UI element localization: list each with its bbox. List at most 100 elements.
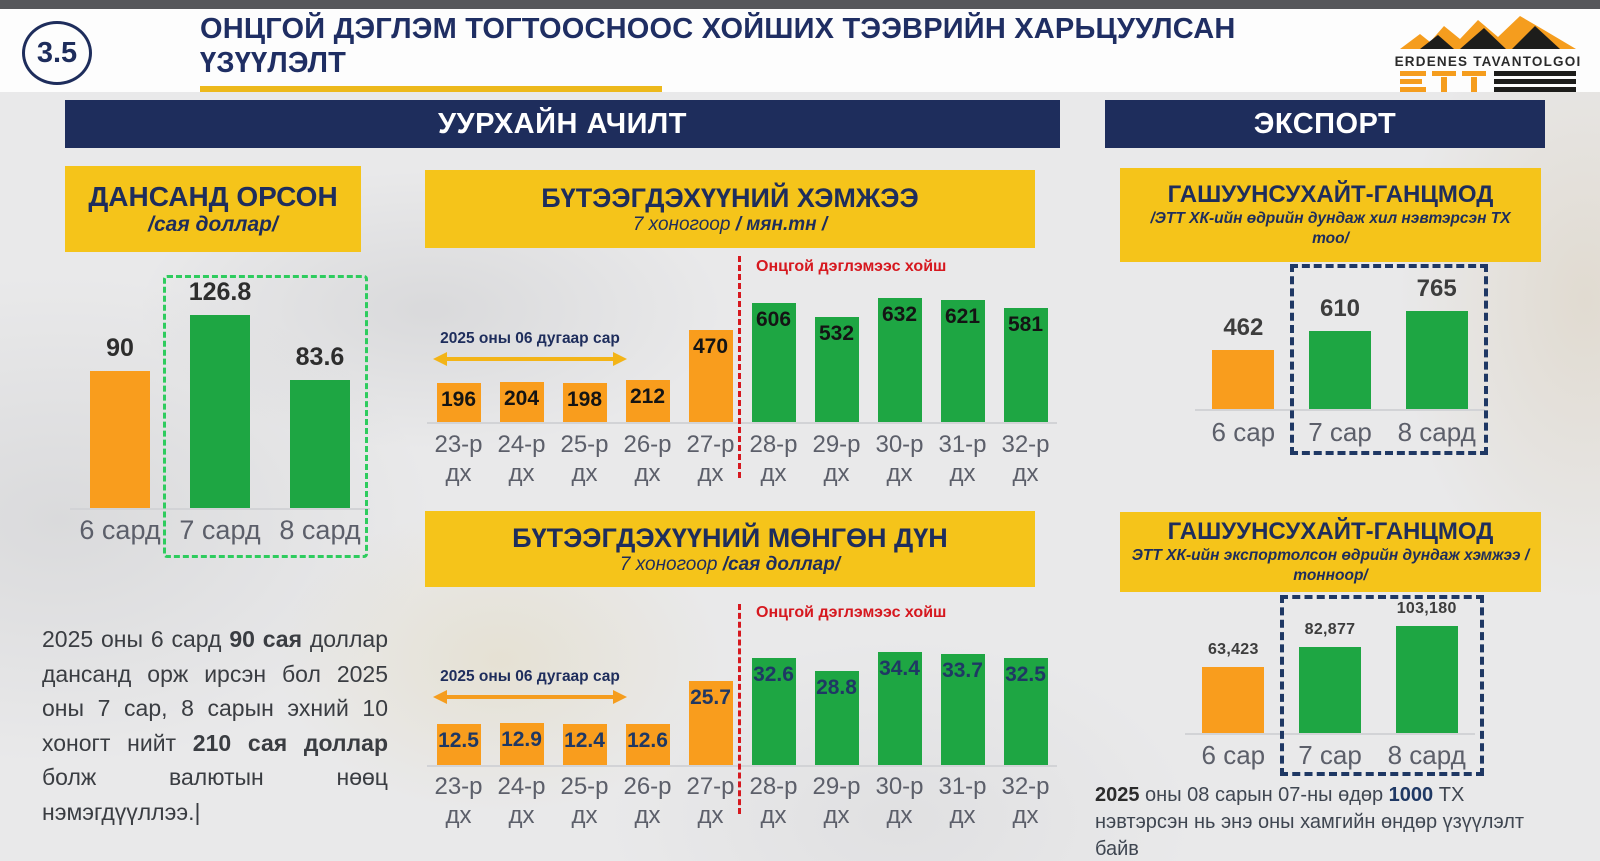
bar: 12.4 <box>562 724 607 765</box>
bar-value-label: 25.7 <box>690 686 731 709</box>
chart-subtitle: ЭТТ ХК-ийн экспортолсон өдрийн дундаж хэ… <box>1131 546 1530 584</box>
june-period-note: 2025 оны 06 дугаар сар <box>430 668 630 704</box>
text-segment: 7 хоногоор <box>632 213 736 235</box>
bar <box>1405 311 1468 409</box>
bar-slot: 12.9 <box>490 723 553 765</box>
bar: 32.5 <box>1003 658 1048 765</box>
header: 3.5 ОНЦГОЙ ДЭГЛЭМ ТОГТООСНООС ХОЙШИХ ТЭЭ… <box>0 9 1600 92</box>
bar: 212 <box>625 380 670 422</box>
export-volume-title-box: ГАШУУНСУХАЙТ-ГАНЦМОД ЭТТ ХК-ийн экспорто… <box>1120 512 1541 592</box>
bar-slot: 12.4 <box>553 724 616 765</box>
revenue-x-labels: 23-р дх 24-р дх 25-р дх 26-р дх 27-р дх 28-р … <box>427 772 1057 831</box>
bar-slot: 204 <box>490 382 553 422</box>
text-segment: 2025 <box>1095 784 1140 806</box>
text-segment: 1000 <box>1388 784 1434 806</box>
revenue-title-box: БҮТЭЭГДЭХҮҮНИЙ МӨНГӨН ДҮН 7 хоногоор /са… <box>425 511 1035 587</box>
company-logo: ERDENES TAVANTOLGOI <box>1392 13 1584 93</box>
bar-value-label: 462 <box>1223 314 1264 341</box>
section-banner-export: ЭКСПОРТ <box>1105 100 1545 148</box>
x-axis-label: 30-р дх <box>875 773 924 830</box>
double-arrow-icon <box>433 689 627 704</box>
x-axis-label: 32-р дх <box>1001 431 1050 488</box>
bar-slot: 126.8 <box>170 278 270 508</box>
bar: 12.9 <box>499 723 544 765</box>
bar-value-label: 198 <box>566 388 603 411</box>
chart-subtitle: 7 хоногоор / мян.тн / <box>435 214 1025 236</box>
bar-slot: 462 <box>1195 314 1292 409</box>
bar: 632 <box>877 298 922 422</box>
bar-slot: 32.6 <box>742 658 805 765</box>
bar-slot: 34.4 <box>868 652 931 765</box>
bar-value-label: 581 <box>1007 313 1044 336</box>
special-regime-divider-label: Онцгой дэглэмээс хойш <box>756 604 947 621</box>
bar-slot: 196 <box>427 383 490 422</box>
chart-subtitle: /сая доллар/ <box>148 213 278 236</box>
bar-value-label: 12.6 <box>627 729 668 752</box>
export-volume-x-labels: 6 сар 7 сар 8 сард <box>1185 740 1475 772</box>
x-axis-label: 7 сар <box>1298 740 1362 770</box>
title-line-1: ОНЦГОЙ ДЭГЛЭМ ТОГТООСНООС ХОЙШИХ ТЭЭВРИЙ… <box>200 13 1236 45</box>
x-axis-label: 26-р дх <box>623 431 672 488</box>
bar-value-label: 63,423 <box>1207 641 1259 658</box>
bar-value-label: 32.5 <box>1005 663 1046 686</box>
x-axis-label: 6 сар <box>1201 740 1266 770</box>
mountains-icon: ERDENES TAVANTOLGOI <box>1395 16 1580 92</box>
x-axis-label: 26-р дх <box>623 773 672 830</box>
x-axis-label: 29-р дх <box>812 773 861 830</box>
section-number-badge: 3.5 <box>22 21 92 85</box>
bar <box>290 380 350 508</box>
bar-value-label: 532 <box>818 322 855 345</box>
special-regime-divider-label: Онцгой дэглэмээс хойш <box>756 258 947 275</box>
bar-slot: 581 <box>994 308 1057 422</box>
bar-slot: 12.6 <box>616 724 679 765</box>
bar-slot: 63,423 <box>1185 641 1282 733</box>
bar-slot: 103,180 <box>1378 600 1475 733</box>
export-volume-chart: 63,423 82,877 103,180 <box>1185 600 1475 735</box>
x-axis-label: 29-р дх <box>812 431 861 488</box>
page-title: ОНЦГОЙ ДЭГЛЭМ ТОГТООСНООС ХОЙШИХ ТЭЭВРИЙ… <box>200 13 1236 80</box>
bar-value-label: 204 <box>503 387 540 410</box>
june-period-note: 2025 оны 06 дугаар сар <box>430 330 630 366</box>
text-segment: / мян.тн / <box>735 213 828 235</box>
deposits-chart: 90 126.8 83.6 <box>70 278 370 510</box>
bar: 606 <box>751 303 796 422</box>
bar-value-label: 33.7 <box>942 659 983 682</box>
bar-value-label: 621 <box>944 305 981 328</box>
text-segment: болж валютын нөөц нэмэгдүүллээ.| <box>42 764 388 825</box>
bar-value-label: 103,180 <box>1396 600 1457 617</box>
x-axis-label: 25-р дх <box>560 773 609 830</box>
bar: 196 <box>436 383 481 422</box>
bar-value-label: 90 <box>106 334 134 362</box>
bar-slot: 632 <box>868 298 931 422</box>
special-regime-divider-line <box>738 256 741 478</box>
bar-value-label: 610 <box>1319 295 1361 322</box>
bar-value-label: 470 <box>692 335 729 358</box>
text-segment: 210 сая доллар <box>192 729 388 756</box>
x-axis-label: 23-р дх <box>434 431 483 488</box>
logo-ett-letters <box>1400 71 1486 92</box>
x-axis-label: 31-р дх <box>938 773 987 830</box>
x-axis-label: 6 сард <box>79 515 161 545</box>
bar <box>1309 331 1371 409</box>
deposits-title-box: ДАНСАНД ОРСОН /сая доллар/ <box>65 166 361 252</box>
june-period-label: 2025 оны 06 дугаар сар <box>440 330 620 347</box>
bar: 581 <box>1003 308 1048 422</box>
x-axis-label: 25-р дх <box>560 431 609 488</box>
bar-value-label: 12.9 <box>501 728 542 751</box>
x-axis-label: 8 сард <box>279 515 361 545</box>
bar: 12.6 <box>625 724 670 765</box>
x-axis-label: 7 сар <box>1308 417 1372 447</box>
text-segment: ТХ нэвтэрсэн нь энэ оны хамгийн өндөр үз… <box>1095 784 1525 860</box>
bar-slot: 82,877 <box>1282 621 1379 733</box>
bar: 470 <box>688 330 733 422</box>
bar-value-label: 32.6 <box>753 663 794 686</box>
bar-slot: 621 <box>931 300 994 422</box>
chart-subtitle: 7 хоногоор /сая доллар/ <box>435 554 1025 576</box>
text-segment: 90 сая <box>229 626 303 652</box>
text-segment: /сая доллар/ <box>722 553 841 575</box>
bar <box>1202 667 1265 733</box>
x-axis-label: 8 сард <box>1397 417 1476 447</box>
section-banner-mining: УУРХАЙН АЧИЛТ <box>65 100 1060 148</box>
bar: 34.4 <box>877 652 922 765</box>
